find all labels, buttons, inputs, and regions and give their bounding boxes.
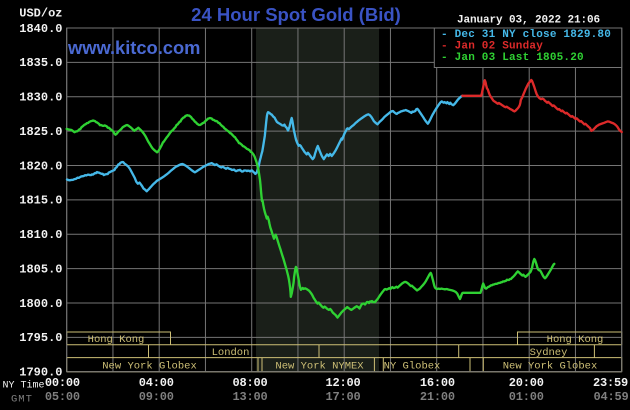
svg-text:www.kitco.com: www.kitco.com xyxy=(67,37,200,58)
svg-text:GMT: GMT xyxy=(11,393,33,405)
svg-text:20:00: 20:00 xyxy=(509,376,544,390)
svg-text:New York NYMEX: New York NYMEX xyxy=(275,360,364,372)
svg-text:1805.0: 1805.0 xyxy=(19,262,62,276)
svg-text:08:00: 08:00 xyxy=(232,376,267,390)
svg-text:- Jan 03 Last 1805.20: - Jan 03 Last 1805.20 xyxy=(441,52,584,64)
svg-text:1810.0: 1810.0 xyxy=(19,228,62,242)
svg-text:1795.0: 1795.0 xyxy=(19,331,62,345)
svg-text:1800.0: 1800.0 xyxy=(19,297,62,311)
svg-text:16:00: 16:00 xyxy=(420,376,455,390)
svg-text:1825.0: 1825.0 xyxy=(19,125,62,139)
svg-text:Hong Kong: Hong Kong xyxy=(547,334,604,346)
svg-text:21:00: 21:00 xyxy=(420,390,455,404)
svg-text:- Dec 31 NY close 1829.80: - Dec 31 NY close 1829.80 xyxy=(441,29,611,41)
svg-text:London: London xyxy=(212,347,250,359)
svg-text:1790.0: 1790.0 xyxy=(19,366,62,380)
svg-text:05:00: 05:00 xyxy=(45,390,80,404)
svg-text:13:00: 13:00 xyxy=(232,390,267,404)
svg-text:1835.0: 1835.0 xyxy=(19,56,62,70)
svg-text:New York Globex: New York Globex xyxy=(503,360,598,372)
svg-text:Sydney: Sydney xyxy=(530,347,568,359)
svg-text:17:00: 17:00 xyxy=(325,390,360,404)
svg-text:24 Hour Spot Gold (Bid): 24 Hour Spot Gold (Bid) xyxy=(191,4,401,25)
svg-text:New York Globex: New York Globex xyxy=(102,360,197,372)
svg-text:23:59: 23:59 xyxy=(593,376,628,390)
svg-text:1815.0: 1815.0 xyxy=(19,194,62,208)
svg-text:12:00: 12:00 xyxy=(325,376,360,390)
svg-text:04:00: 04:00 xyxy=(139,376,174,390)
svg-text:00:00: 00:00 xyxy=(45,376,80,390)
svg-text:1820.0: 1820.0 xyxy=(19,159,62,173)
svg-text:USD/oz: USD/oz xyxy=(19,7,62,21)
svg-text:NY Globex: NY Globex xyxy=(384,360,441,372)
svg-text:09:00: 09:00 xyxy=(139,390,174,404)
svg-text:1830.0: 1830.0 xyxy=(19,91,62,105)
svg-text:NY Time: NY Time xyxy=(3,380,45,392)
svg-text:01:00: 01:00 xyxy=(509,390,544,404)
svg-text:- Jan 02 Sunday: - Jan 02 Sunday xyxy=(441,41,543,53)
svg-text:January 03, 2022 21:06: January 03, 2022 21:06 xyxy=(457,14,600,26)
svg-text:04:59: 04:59 xyxy=(593,390,628,404)
svg-text:1840.0: 1840.0 xyxy=(19,22,62,36)
svg-text:Hong Kong: Hong Kong xyxy=(88,334,145,346)
